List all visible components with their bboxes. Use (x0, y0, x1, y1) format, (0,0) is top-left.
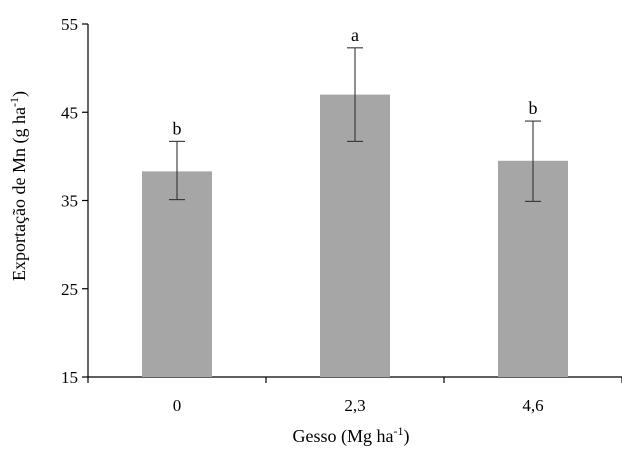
y-tick-label: 15 (61, 368, 78, 387)
x-axis-title: Gesso (Mg ha-1) (293, 424, 410, 447)
y-tick-label: 25 (61, 280, 78, 299)
y-tick-label: 35 (61, 192, 78, 211)
bars (142, 94, 568, 377)
significance-letter: a (351, 25, 359, 45)
y-ticks: 15 25 35 45 55 (61, 15, 88, 387)
significance-letters: b a b (173, 25, 538, 139)
significance-letter: b (529, 98, 538, 118)
y-axis-title: Exportação de Mn (g ha-1) (7, 91, 30, 281)
x-ticks: 0 2,3 4,6 (87, 377, 622, 415)
x-tick-label: 4,6 (522, 396, 543, 415)
error-bars (169, 47, 541, 202)
bar (142, 171, 212, 377)
x-tick-label: 2,3 (344, 396, 365, 415)
y-tick-label: 55 (61, 15, 78, 34)
x-tick-label: 0 (173, 396, 182, 415)
y-tick-label: 45 (61, 103, 78, 122)
significance-letter: b (173, 118, 182, 138)
